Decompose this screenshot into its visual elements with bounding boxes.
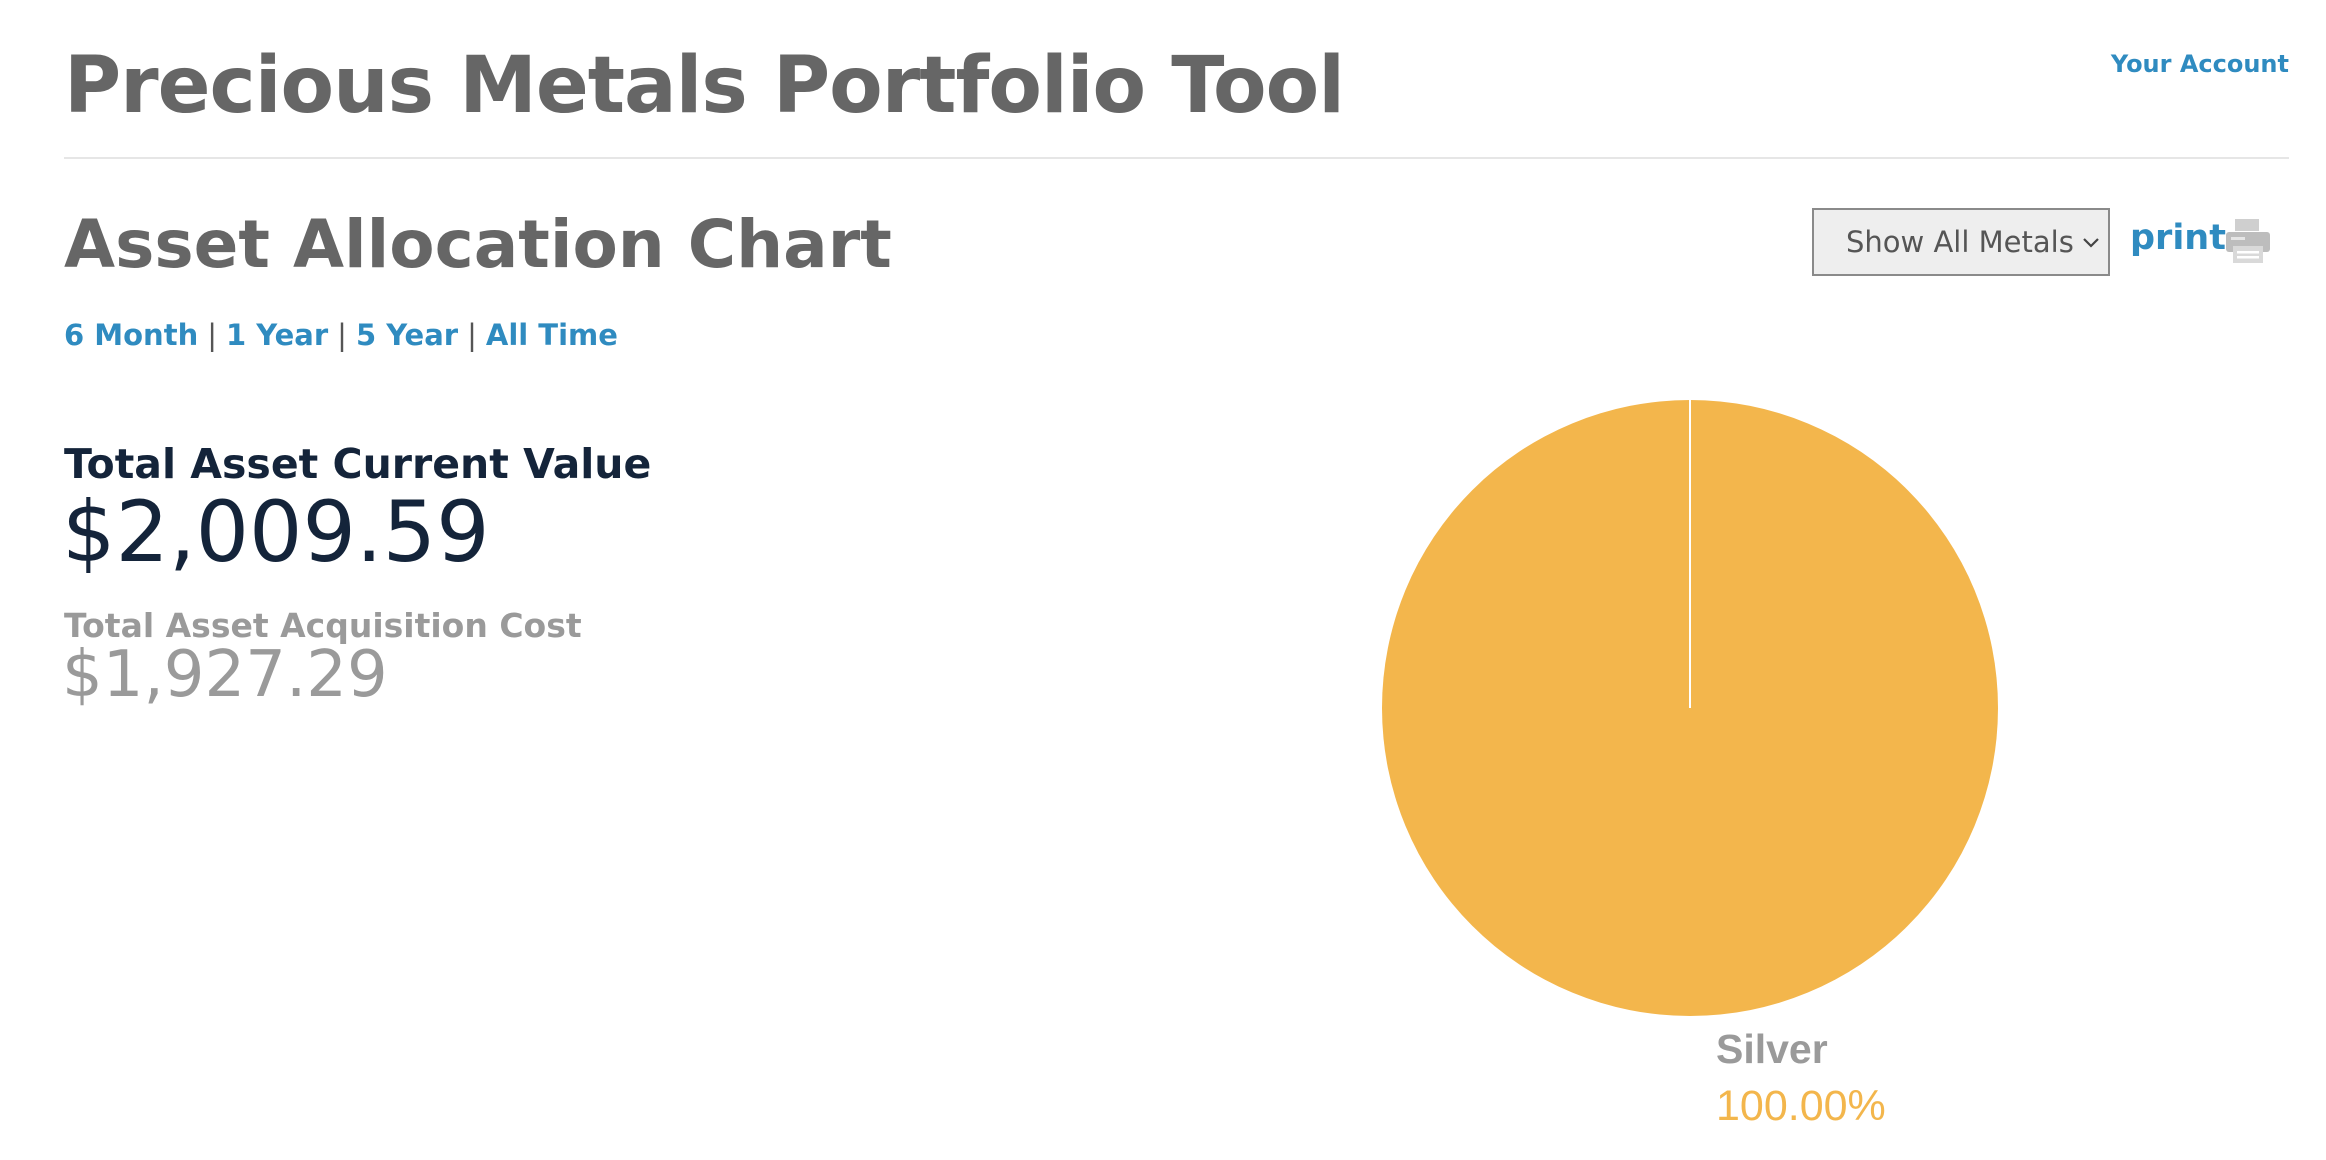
pie-slice-percent-silver: 100.00% — [1716, 1082, 1886, 1130]
time-range-links: 6 Month | 1 Year | 5 Year | All Time — [64, 318, 618, 352]
printer-icon[interactable] — [2223, 216, 2273, 266]
range-separator: | — [337, 318, 347, 352]
range-link-all-time[interactable]: All Time — [485, 318, 618, 352]
range-separator: | — [467, 318, 477, 352]
page-title: Precious Metals Portfolio Tool — [64, 41, 1345, 131]
acquisition-cost-label: Total Asset Acquisition Cost — [64, 606, 582, 645]
acquisition-cost-amount: $1,927.29 — [62, 638, 388, 712]
header-divider — [64, 157, 2289, 159]
metal-filter-select[interactable]: Show All Metals — [1812, 208, 2110, 276]
range-link-6-month[interactable]: 6 Month — [64, 318, 199, 352]
current-value-amount: $2,009.59 — [62, 483, 490, 581]
print-link[interactable]: print — [2130, 218, 2226, 258]
pie-slice-label-silver: Silver — [1716, 1026, 1828, 1072]
chevron-down-icon — [2083, 238, 2099, 248]
your-account-link[interactable]: Your Account — [2110, 50, 2289, 78]
range-separator: | — [207, 318, 217, 352]
metal-filter-selected-value: Show All Metals — [1846, 225, 2074, 259]
allocation-pie-chart — [1382, 400, 1998, 1016]
current-value-label: Total Asset Current Value — [64, 440, 652, 488]
range-link-5-year[interactable]: 5 Year — [355, 318, 459, 352]
section-title: Asset Allocation Chart — [64, 206, 892, 283]
range-link-1-year[interactable]: 1 Year — [226, 318, 329, 352]
